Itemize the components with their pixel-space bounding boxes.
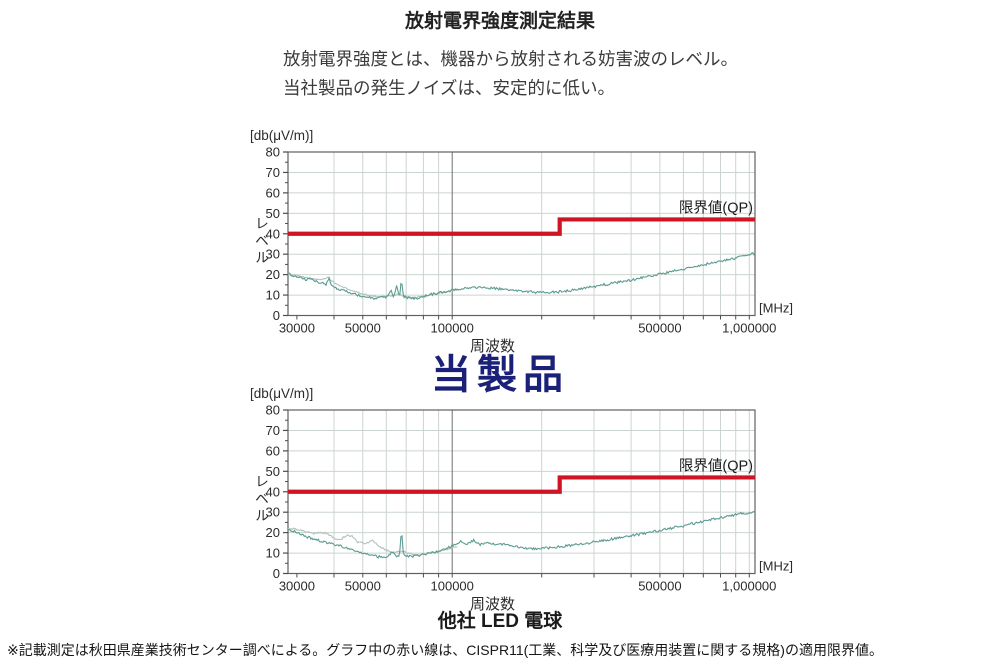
description-line-1: 放射電界強度とは、機器から放射される妨害波のレベル。 — [283, 49, 738, 69]
svg-text:50000: 50000 — [345, 321, 381, 336]
svg-text:20: 20 — [266, 525, 280, 540]
chart-caption-our-product: 当製品 — [431, 353, 569, 397]
svg-text:100000: 100000 — [431, 579, 474, 594]
y-unit-label: [db(μV/m)] — [250, 386, 314, 401]
svg-text:80: 80 — [266, 145, 280, 160]
footnote: ※記載測定は秋田県産業技術センター調べによる。グラフ中の赤い線は、CISPR11… — [7, 642, 883, 658]
description: 放射電界強度とは、機器から放射される妨害波のレベル。 当社製品の発生ノイズは、安… — [283, 45, 738, 103]
x-axis-label: 周波数 — [469, 596, 515, 613]
svg-text:30: 30 — [266, 505, 280, 520]
svg-text:20: 20 — [266, 267, 280, 282]
plot-area-competitor: 0 10 20 30 40 50 60 70 80 30000 50000 100000 500000 1… — [266, 403, 793, 594]
svg-text:30: 30 — [266, 247, 280, 262]
svg-text:60: 60 — [266, 443, 280, 458]
svg-text:80: 80 — [266, 403, 280, 418]
svg-text:[MHz]: [MHz] — [759, 559, 793, 574]
plot-area-our-product: 0 10 20 30 40 50 60 70 80 30000 50000 100000 500000 1… — [266, 145, 793, 336]
svg-text:30000: 30000 — [279, 321, 315, 336]
y-axis-label: レベル — [254, 216, 270, 267]
svg-text:50: 50 — [266, 464, 280, 479]
svg-text:50: 50 — [266, 206, 280, 221]
svg-text:100000: 100000 — [431, 321, 474, 336]
svg-text:50000: 50000 — [345, 579, 381, 594]
svg-text:[MHz]: [MHz] — [759, 301, 793, 316]
x-axis-label: 周波数 — [469, 338, 515, 355]
svg-text:0: 0 — [273, 566, 280, 581]
description-line-2: 当社製品の発生ノイズは、安定的に低い。 — [283, 78, 615, 98]
svg-text:0: 0 — [273, 308, 280, 323]
svg-text:10: 10 — [266, 546, 280, 561]
svg-text:70: 70 — [266, 165, 280, 180]
svg-text:70: 70 — [266, 423, 280, 438]
svg-text:60: 60 — [266, 185, 280, 200]
y-unit-label: [db(μV/m)] — [250, 128, 314, 143]
svg-text:500000: 500000 — [638, 321, 681, 336]
chart-competitor: [db(μV/m)] レベル 0 10 20 30 40 50 60 70 80 30000 500… — [230, 386, 805, 621]
svg-text:限界値(QP): 限界値(QP) — [679, 457, 753, 474]
svg-text:1,000000: 1,000000 — [722, 321, 776, 336]
svg-text:10: 10 — [266, 288, 280, 303]
chart-our-product: [db(μV/m)] レベル 0 10 20 30 40 50 60 70 80 30000 500… — [230, 128, 805, 363]
svg-text:30000: 30000 — [279, 579, 315, 594]
chart-caption-competitor: 他社 LED 電球 — [437, 611, 563, 632]
svg-text:1,000000: 1,000000 — [722, 579, 776, 594]
svg-text:500000: 500000 — [638, 579, 681, 594]
page-title: 放射電界強度測定結果 — [404, 11, 595, 32]
y-axis-label: レベル — [254, 474, 270, 525]
svg-text:限界値(QP): 限界値(QP) — [679, 199, 753, 216]
svg-text:40: 40 — [266, 226, 280, 241]
svg-text:40: 40 — [266, 484, 280, 499]
